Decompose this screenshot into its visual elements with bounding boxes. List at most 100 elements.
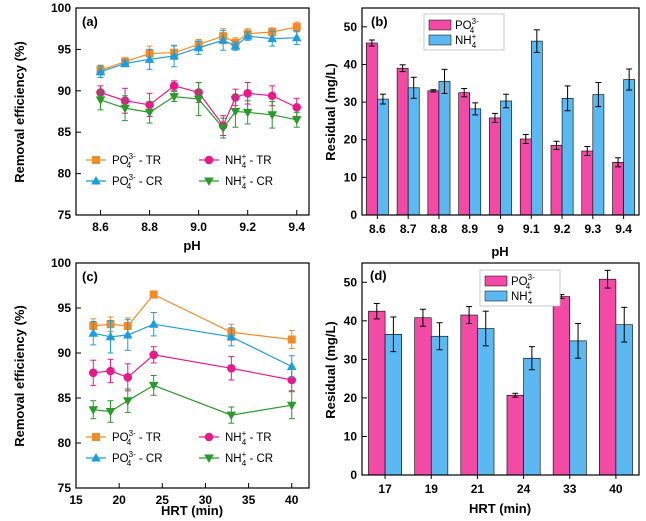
data-point	[226, 331, 237, 341]
y-tick-label: 95	[58, 42, 72, 56]
y-tick-label: 30	[344, 95, 358, 109]
panel-a-xlabel: pH	[183, 238, 200, 253]
legend-entry-2-sup: 3-	[129, 450, 136, 459]
data-point	[242, 31, 253, 40]
bar-0	[506, 394, 524, 476]
x-tick-label: 8.8	[431, 222, 448, 236]
x-tick-label: 8.7	[400, 222, 417, 236]
x-tick-label: 8.9	[461, 222, 478, 236]
bar-0	[489, 117, 501, 216]
series-line-2	[100, 35, 297, 73]
x-tick-label: 9.4	[288, 220, 305, 234]
legend-entry-2-text: PO3-4 - CR	[112, 173, 163, 191]
data-point	[169, 93, 179, 102]
x-tick-label: 9.4	[615, 222, 632, 236]
legend-entry-1-sub: 4	[528, 297, 533, 306]
panel-d-frame	[361, 262, 640, 476]
y-tick-label: 80	[58, 436, 72, 450]
y-tick-label: 95	[58, 301, 72, 315]
legend-entry-2-sup: 3-	[129, 173, 136, 182]
legend-entry-1-sub: 4	[242, 161, 247, 170]
data-point	[120, 58, 130, 67]
data-point	[122, 330, 133, 339]
bar-0	[581, 150, 594, 216]
legend-marker	[92, 156, 100, 164]
legend-entry-0-main: PO	[112, 155, 129, 167]
data-point	[267, 91, 277, 101]
legend-entry-3-sup: +	[242, 450, 247, 459]
series-line-0	[93, 293, 292, 341]
series-line-1	[100, 85, 297, 127]
y-tick-label: 50	[344, 20, 358, 34]
data-point	[287, 375, 297, 385]
x-tick-label: 9.0	[190, 220, 207, 234]
bar-0	[460, 314, 478, 476]
bar-1	[623, 79, 635, 216]
x-tick-label: 9.2	[554, 222, 571, 236]
x-tick-label: 15	[69, 493, 83, 507]
legend-entry-0-text: PO3-4	[511, 273, 535, 291]
legend-entry-1-sub: 4	[242, 438, 247, 447]
x-tick-label: 24	[517, 482, 531, 496]
legend-entry-1-main: NH	[225, 432, 242, 444]
data-point	[148, 381, 159, 391]
data-point	[123, 373, 133, 382]
x-tick-label: 9	[497, 222, 504, 236]
data-point	[106, 366, 115, 376]
x-tick-label: 33	[563, 482, 577, 496]
legend-entry-2-main: PO	[112, 176, 129, 188]
x-tick-label: 21	[471, 482, 485, 496]
y-tick-label: 100	[51, 256, 71, 270]
y-tick-label: 75	[58, 208, 72, 222]
legend-entry-1-main: NH	[225, 155, 242, 167]
bar-0	[427, 90, 440, 216]
legend-entry-3-tail: - CR	[246, 453, 273, 465]
legend-marker	[92, 433, 100, 441]
series-line-3	[93, 384, 292, 416]
data-point	[88, 328, 99, 337]
y-tick-label: 10	[344, 429, 358, 443]
legend-entry-3-main: NH	[225, 453, 242, 465]
data-point	[148, 319, 159, 328]
bar-1	[592, 94, 605, 216]
legend-entry-1-text: NH+ 4 - TR	[225, 152, 272, 170]
legend-entry-1-sup: +	[528, 288, 533, 297]
legend-entry-3-sub: 4	[242, 459, 247, 468]
panel-a-ylabel: Removal efficiency (%)	[12, 41, 27, 183]
data-point	[193, 42, 204, 52]
legend-entry-1-tail: - TR	[246, 432, 271, 444]
y-tick-label: 80	[58, 167, 72, 181]
x-tick-label: 25	[156, 493, 170, 507]
y-tick-label: 85	[58, 125, 72, 139]
y-tick-label: 85	[58, 391, 72, 405]
legend-entry-0-main: PO	[511, 276, 528, 288]
data-point	[242, 108, 253, 118]
x-tick-label: 17	[378, 482, 392, 496]
data-point	[218, 124, 228, 134]
bar-0	[598, 278, 617, 476]
legend-entry-0-sub: 4	[470, 26, 475, 35]
legend-entry-0-text: PO3-4	[455, 17, 479, 35]
legend-entry-1-main: NH	[511, 291, 528, 303]
y-tick-label: 40	[344, 57, 358, 71]
data-point	[88, 406, 99, 415]
data-point	[144, 108, 155, 118]
panel-b-marks: 0 10 20 30 40 50 8.6 8.7 8.8 8.9 9 9.1 9.2 9.3 9.4 PO3-…	[344, 13, 635, 236]
legend-entry-1-text: NH+ 4	[455, 32, 477, 50]
legend-marker	[91, 453, 101, 462]
data-point	[193, 95, 204, 105]
bar-1	[407, 87, 420, 216]
legend-entry-2-main: PO	[112, 453, 129, 465]
bar-0	[612, 162, 624, 216]
y-tick-label: 0	[350, 208, 357, 222]
panel-a-frame	[75, 7, 310, 216]
panel-b: 0 10 20 30 40 50 8.6 8.7 8.8 8.9 9 9.1 9.2 9.3 9.4 PO3-…	[323, 7, 640, 259]
y-tick-label: 100	[51, 1, 71, 15]
y-tick-label: 50	[344, 275, 358, 289]
legend-entry-0-sup: 3-	[129, 152, 136, 161]
data-point	[267, 111, 278, 120]
series-line-2	[93, 323, 293, 368]
